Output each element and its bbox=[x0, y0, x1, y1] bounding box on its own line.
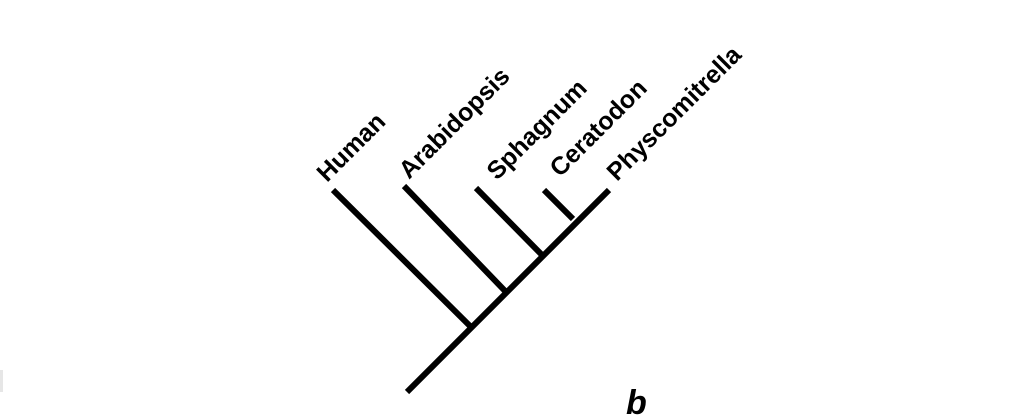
branch-human bbox=[330, 187, 475, 331]
taxon-label-human: Human bbox=[311, 108, 391, 188]
branch-sphagnum bbox=[473, 185, 546, 259]
panel-letter: b bbox=[626, 384, 647, 417]
edge-artifact bbox=[0, 370, 3, 392]
branch-arabidopsis bbox=[401, 183, 510, 296]
branch-ceratodon bbox=[541, 187, 576, 222]
